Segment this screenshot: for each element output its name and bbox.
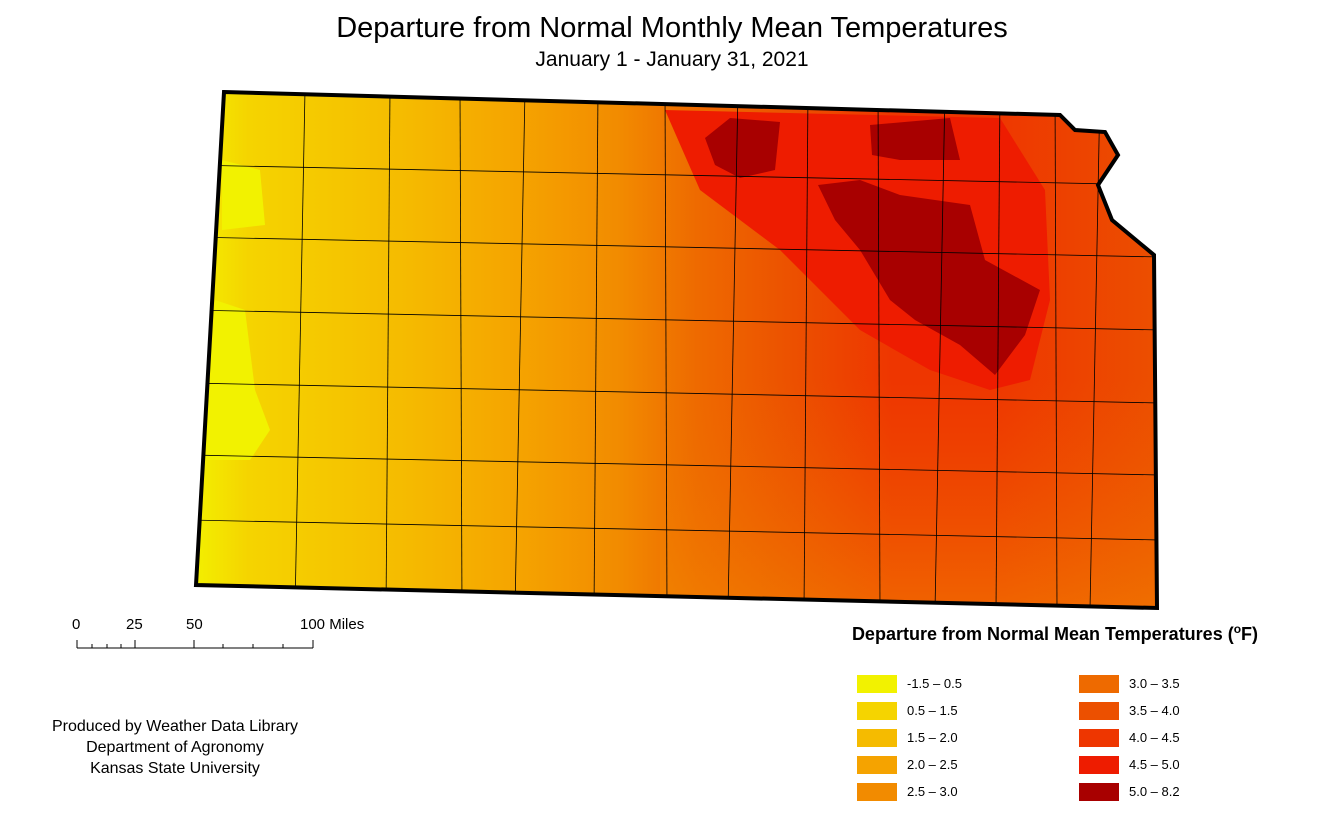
credit-line: Produced by Weather Data Library	[51, 718, 299, 735]
credit-line: Department of Agronomy	[86, 739, 264, 756]
legend-label: 4.0 – 4.5	[1129, 730, 1180, 745]
legend-label: 2.5 – 3.0	[907, 784, 958, 799]
legend-swatch	[857, 675, 897, 693]
legend-label: 1.5 – 2.0	[907, 730, 958, 745]
map-fill	[196, 92, 1157, 608]
legend-swatch	[1079, 702, 1119, 720]
credits: Produced by Weather Data Library Departm…	[30, 716, 320, 779]
scale-tick-label: 50	[186, 616, 203, 633]
scale-tick-label: 100 Miles	[300, 616, 365, 633]
scale-bar-graphic	[76, 640, 314, 649]
legend-swatch	[857, 756, 897, 774]
state-border	[193, 89, 1160, 611]
legend-label: 0.5 – 1.5	[907, 703, 958, 718]
legend-label: 5.0 – 8.2	[1129, 784, 1180, 799]
legend-swatch	[857, 729, 897, 747]
legend-label: 4.5 – 5.0	[1129, 757, 1180, 772]
scale-tick-label: 25	[126, 616, 143, 633]
temp-zone-minus-1-5-to-0-5	[205, 300, 270, 460]
legend-label: -1.5 – 0.5	[907, 676, 962, 691]
temp-zone-5-0-to-8-2	[870, 118, 960, 160]
legend-swatch	[857, 702, 897, 720]
legend-label: 3.5 – 4.0	[1129, 703, 1180, 718]
legend-label: 3.0 – 3.5	[1129, 676, 1180, 691]
legend-title: Departure from Normal Mean Temperatures …	[851, 622, 1259, 644]
county-boundaries	[196, 92, 1157, 608]
scale-bar: 0 25 50 100 Miles	[60, 616, 390, 666]
temp-zone-minus-1-5-to-0-5	[222, 160, 265, 230]
credit-line: Kansas State University	[90, 760, 260, 777]
scale-tick-label: 0	[72, 616, 81, 633]
map-title: Departure from Normal Monthly Mean Tempe…	[336, 12, 1008, 44]
legend-swatch	[1079, 756, 1119, 774]
legend-swatch	[1079, 783, 1119, 801]
map-subtitle: January 1 - January 31, 2021	[535, 48, 809, 71]
legend-swatch	[1079, 729, 1119, 747]
legend-swatch	[1079, 675, 1119, 693]
legend-label: 2.0 – 2.5	[907, 757, 958, 772]
temp-zone-5-0-to-8-2	[705, 118, 780, 178]
legend-swatch	[857, 783, 897, 801]
